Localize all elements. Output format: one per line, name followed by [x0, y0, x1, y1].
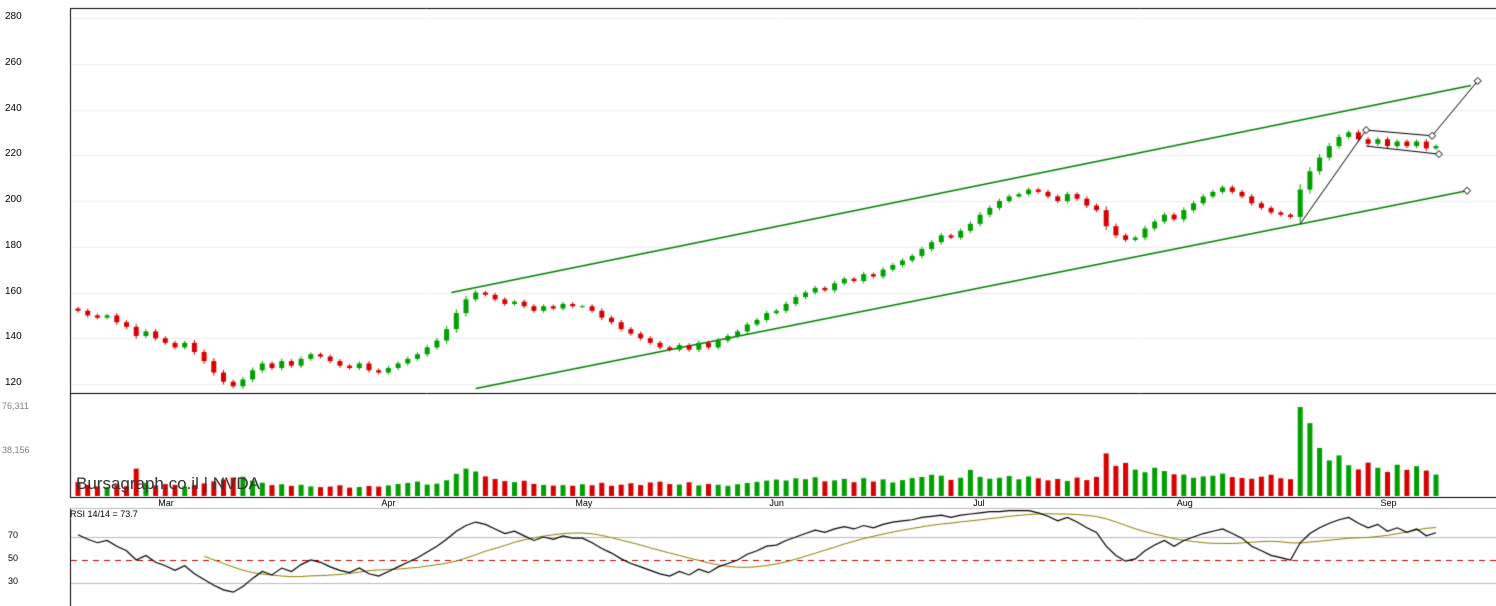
- watermark: Bursagraph.co.il | NVDA: [76, 474, 260, 493]
- rsi-indicator-label: RSI 14/14 = 73.7: [70, 509, 138, 519]
